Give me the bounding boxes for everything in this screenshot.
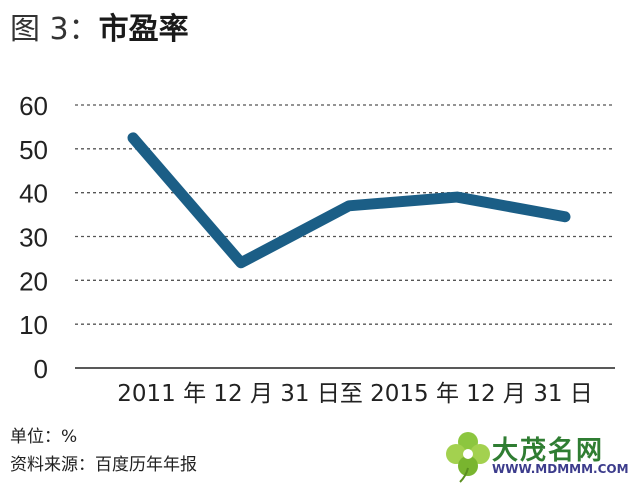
y-tick-label: 50: [19, 135, 48, 165]
y-tick-label: 60: [19, 91, 48, 121]
gridlines: [75, 104, 615, 325]
data-point: [564, 216, 566, 218]
data-point: [132, 137, 134, 139]
data-point: [348, 205, 350, 207]
clover-logo-icon: [446, 432, 490, 483]
chart-title: 图 3：市盈率: [10, 10, 189, 50]
x-axis-label: 2011 年 12 月 31 日至 2015 年 12 月 31 日: [117, 381, 593, 407]
data-point: [456, 196, 458, 198]
watermark-site-name: 大茂名网: [492, 436, 605, 466]
y-tick-label: 40: [19, 179, 48, 209]
y-tick-label: 10: [19, 310, 48, 340]
plot-area: [127, 132, 571, 269]
y-axis-ticks: 0 10 20 30 40 50 60: [19, 91, 48, 384]
pe-ratio-line-chart: 0 10 20 30 40 50 60 2011 年 12 月 31 日至 2015 年 1…: [19, 91, 615, 407]
y-tick-label: 20: [19, 266, 48, 296]
chart-title-text: 市盈率: [98, 12, 189, 47]
watermark: 大茂名网 WWW.MDMMM.COM: [446, 428, 629, 486]
unit-note: 单位：%: [10, 427, 78, 447]
y-tick-label: 0: [34, 354, 48, 384]
data-point: [240, 262, 242, 264]
source-note: 资料来源：百度历年年报: [10, 455, 197, 475]
figure-number: 图 3：: [10, 12, 99, 47]
watermark-url: WWW.MDMMM.COM: [492, 462, 629, 476]
y-tick-label: 30: [19, 223, 48, 253]
pe-ratio-series-line: [127, 132, 571, 269]
